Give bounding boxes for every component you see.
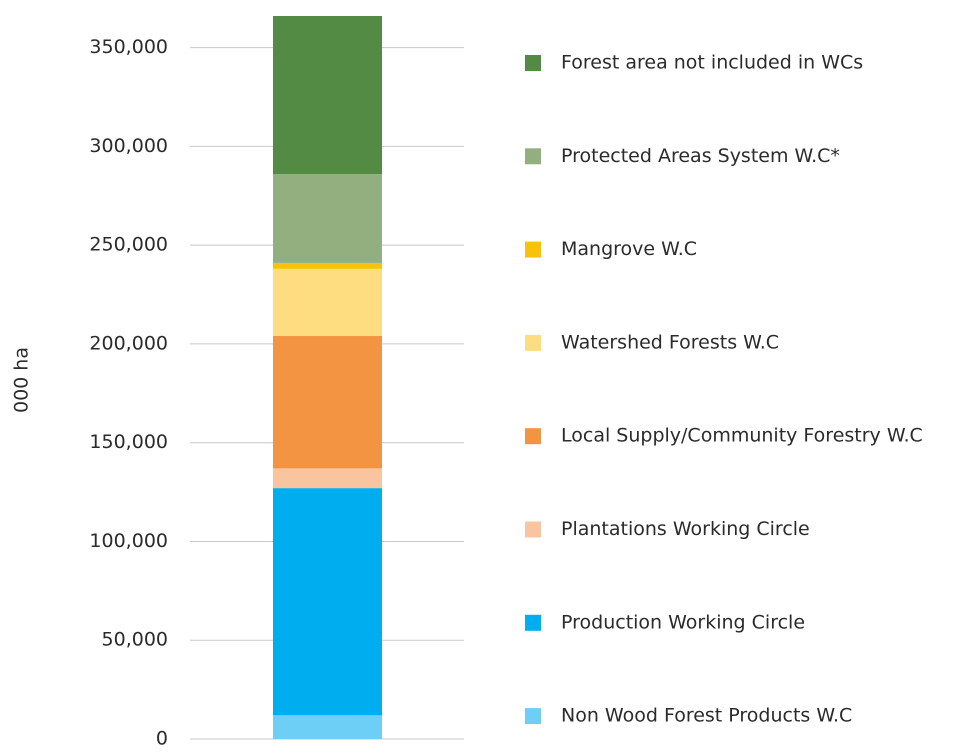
y-tick-label: 0 [156, 728, 168, 750]
legend-label: Non Wood Forest Products W.C [561, 705, 852, 727]
legend-label: Production Working Circle [561, 611, 805, 633]
legend-label: Protected Areas System W.C* [561, 145, 840, 167]
legend-swatch [525, 614, 541, 631]
y-tick-label: 100,000 [89, 530, 168, 552]
bar-segment [273, 488, 382, 716]
bar-segment [273, 268, 382, 337]
legend-swatch [525, 148, 541, 165]
legend-swatch [525, 708, 541, 725]
bar-segment [273, 262, 382, 269]
bar-segment [273, 16, 382, 175]
y-tick-label: 150,000 [89, 431, 168, 453]
legend-label: Local Supply/Community Forestry W.C [561, 425, 923, 447]
y-tick-label: 50,000 [102, 629, 168, 651]
bar-segment [273, 468, 382, 489]
bar-segment [273, 174, 382, 263]
y-tick-label: 250,000 [89, 234, 168, 256]
y-axis-label: 000 ha [11, 347, 33, 413]
legend-swatch [525, 428, 541, 445]
legend-label: Plantations Working Circle [561, 518, 810, 540]
legend-swatch [525, 55, 541, 71]
legend-swatch [525, 241, 541, 258]
legend-label: Mangrove W.C [561, 238, 697, 260]
y-tick-label: 300,000 [89, 135, 168, 157]
bar-segment [273, 336, 382, 469]
legend-label: Watershed Forests W.C [561, 331, 779, 353]
y-tick-label: 200,000 [89, 332, 168, 354]
bar-segment [273, 715, 382, 739]
legend-swatch [525, 334, 541, 351]
legend-swatch [525, 521, 541, 538]
legend-label: Forest area not included in WCs [561, 52, 863, 74]
y-tick-label: 350,000 [89, 36, 168, 58]
